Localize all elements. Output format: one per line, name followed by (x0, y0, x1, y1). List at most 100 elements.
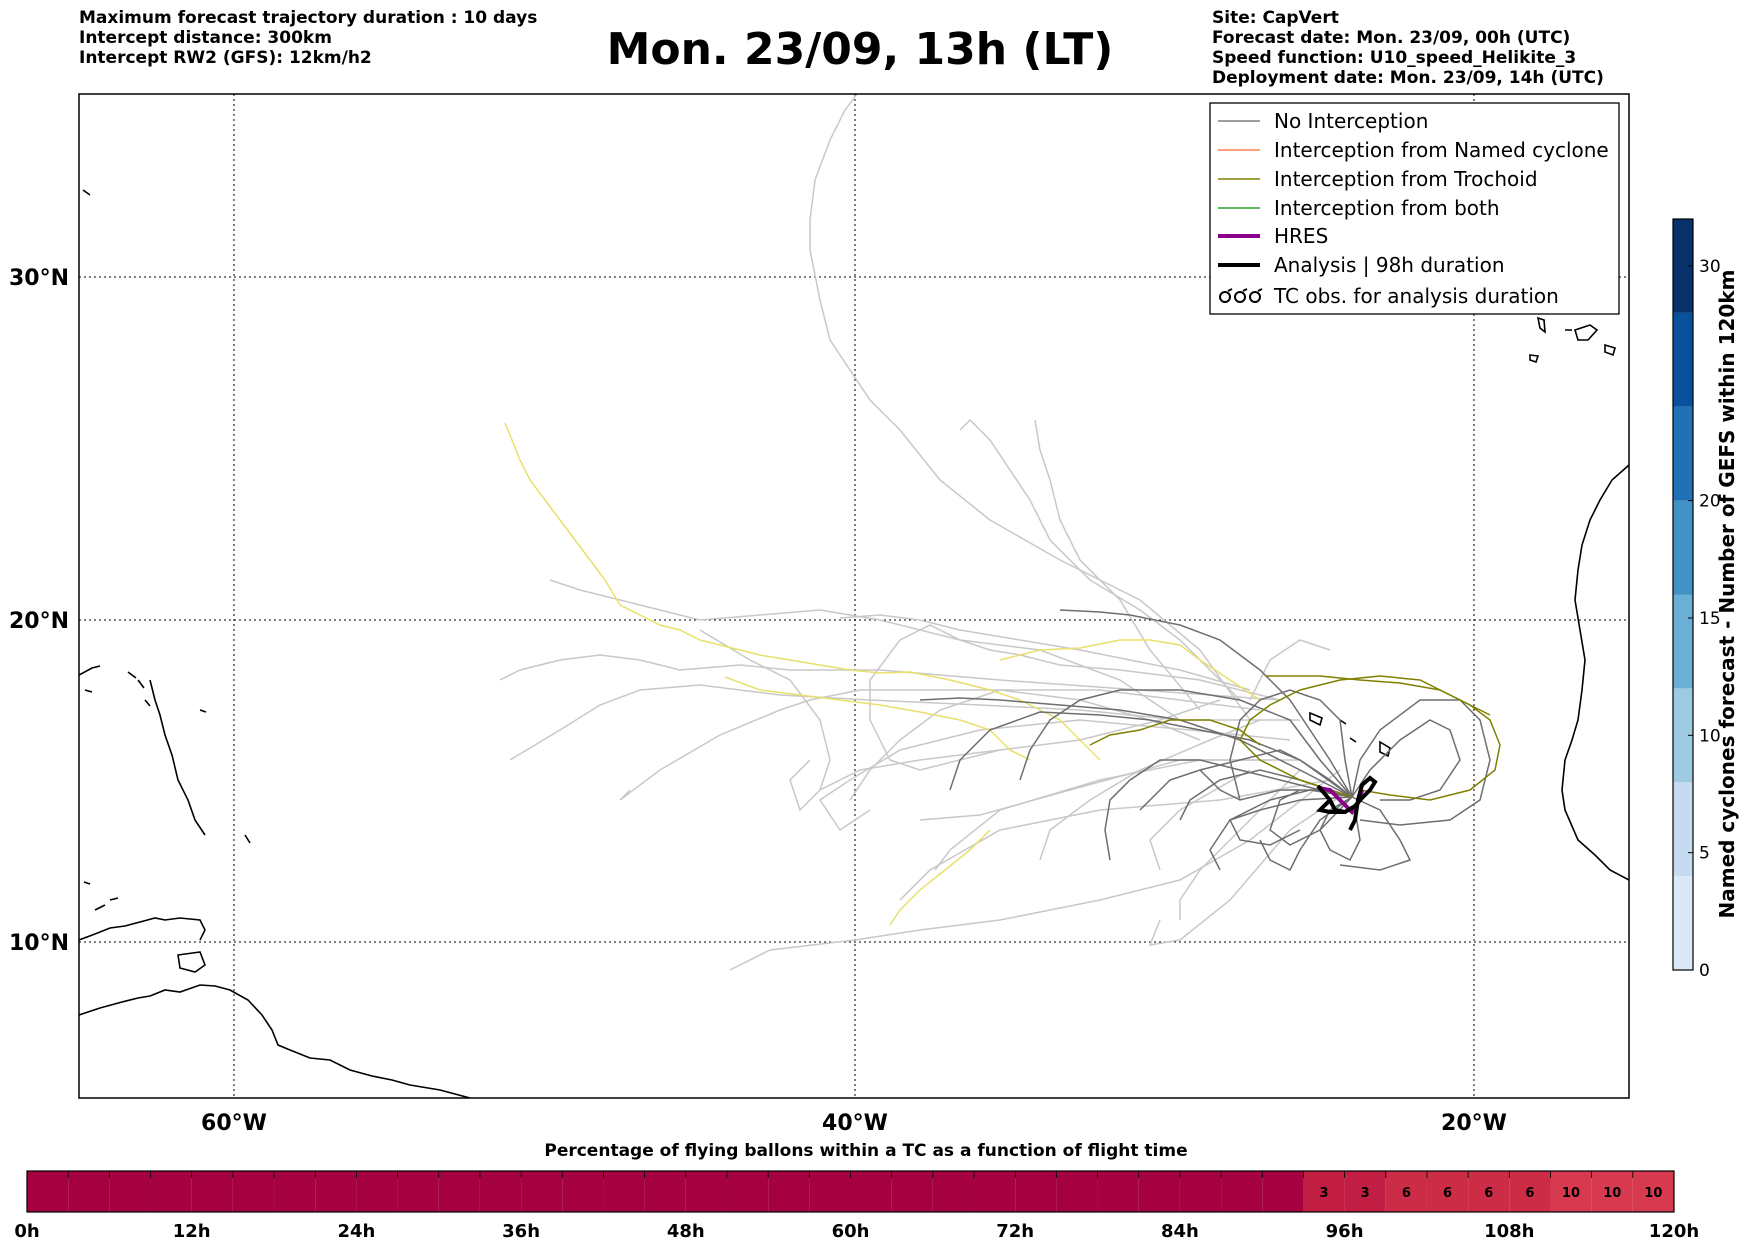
colorbar-tick-label: 5 (1699, 844, 1710, 864)
time-bar-cell (397, 1171, 439, 1212)
time-bar-cell (1385, 1171, 1427, 1212)
time-bar-cell (1344, 1171, 1386, 1212)
time-bar-cell-label: 10 (1603, 1186, 1621, 1201)
time-bar-cell (274, 1171, 316, 1212)
colorbar-tick-label: 20 (1699, 492, 1721, 512)
header-info-left: Maximum forecast trajectory duration : 1… (79, 8, 537, 68)
time-bar-cell (232, 1171, 275, 1212)
africa-coast (1561, 464, 1629, 881)
time-bar-tick-label: 24h (337, 1221, 375, 1241)
colorbar-band (1673, 312, 1693, 407)
time-bar-cell (1303, 1171, 1345, 1212)
cabo-verde-islands (1309, 711, 1391, 758)
colorbar-tick-label: 15 (1699, 609, 1721, 629)
site-text: Site: CapVert (1212, 8, 1339, 28)
time-bar: Percentage of flying ballons within a TC… (14, 1141, 1699, 1241)
colorbar-band (1673, 688, 1693, 783)
colorbar-band (1673, 876, 1693, 970)
colorbar-band (1673, 219, 1693, 313)
time-bar-cell (27, 1171, 69, 1212)
trinidad-outline (177, 951, 206, 973)
legend-label-tc-obs: TC obs. for analysis duration (1273, 284, 1559, 308)
time-bar-cell-label: 6 (1525, 1186, 1534, 1201)
yellow-tracks (504, 422, 1261, 926)
time-bar-cell (479, 1171, 522, 1212)
lat-label-30n: 30°N (9, 266, 69, 291)
deployment-date-text: Deployment date: Mon. 23/09, 14h (UTC) (1212, 68, 1604, 88)
time-bar-cell (356, 1171, 398, 1212)
time-bar-cell (1138, 1171, 1180, 1212)
time-bar-cell-label: 6 (1402, 1186, 1411, 1201)
cyclone-colorbar: 0 5 10 15 20 30 Named cyclones forecast - Num… (1672, 218, 1739, 981)
lat-label-10n: 10°N (9, 931, 69, 956)
colorbar-band (1673, 782, 1693, 877)
time-bar-cell-label: 3 (1361, 1186, 1370, 1201)
colorbar-tick-label: 30 (1699, 257, 1721, 277)
time-bar-cell (603, 1171, 645, 1212)
time-bar-cell (1015, 1171, 1057, 1212)
time-bar-tick-label: 60h (832, 1221, 870, 1241)
time-bar-tick-label: 36h (502, 1221, 540, 1241)
madeira-island (82, 189, 91, 196)
time-bar-cell-label: 6 (1443, 1186, 1452, 1201)
cyclone-symbols-icon (1219, 288, 1263, 303)
intercept-rw2-text: Intercept RW2 (GFS): 12km/h2 (79, 48, 372, 68)
lon-label-60w: 60°W (201, 1111, 267, 1136)
colorbar-label: Named cyclones forecast - Number of GEFS… (1715, 270, 1739, 919)
time-bar-cell (809, 1171, 851, 1212)
time-bar-tick-label: 12h (173, 1221, 211, 1241)
no-interception-light-tracks (499, 94, 1351, 971)
time-bar-cell (438, 1171, 480, 1212)
legend-label-analysis: Analysis | 98h duration (1274, 253, 1505, 277)
time-bar-cell (1550, 1171, 1592, 1212)
canary-islands (1529, 316, 1616, 364)
time-bar-tick-label: 108h (1484, 1221, 1534, 1241)
time-bar-cell (1179, 1171, 1222, 1212)
legend-label-no-interception: No Interception (1274, 109, 1428, 133)
time-bar-cell (315, 1171, 357, 1212)
time-bar-tick-label: 72h (996, 1221, 1034, 1241)
time-bar-cell-label: 3 (1319, 1186, 1328, 1201)
forecast-date-text: Forecast date: Mon. 23/09, 00h (UTC) (1212, 28, 1571, 48)
time-bar-cell (1468, 1171, 1510, 1212)
lon-label-20w: 20°W (1441, 1111, 1507, 1136)
time-bar-cell (150, 1171, 192, 1212)
analysis-track (1315, 775, 1378, 831)
max-duration-text: Maximum forecast trajectory duration : 1… (79, 8, 538, 28)
time-bar-cell (850, 1171, 892, 1212)
time-bar-tick-label: 120h (1649, 1221, 1699, 1241)
legend-label-hres: HRES (1274, 224, 1328, 248)
time-bar-cell (644, 1171, 686, 1212)
time-bar-cell (562, 1171, 604, 1212)
time-bar-cell-label: 10 (1644, 1186, 1662, 1201)
intercept-distance-text: Intercept distance: 300km (79, 28, 332, 48)
time-bar-cell (768, 1171, 810, 1212)
time-bar-cell (191, 1171, 233, 1212)
time-bar-cell (1509, 1171, 1551, 1212)
legend-label-trochoid: Interception from Trochoid (1274, 167, 1538, 191)
coastlines (79, 189, 1629, 1098)
time-bar-cell (1426, 1171, 1469, 1212)
time-bar-cell (1097, 1171, 1139, 1212)
time-bar-cell (1056, 1171, 1098, 1212)
colorbar-band (1673, 500, 1693, 595)
time-bar-cell (685, 1171, 727, 1212)
time-bar-cell (932, 1171, 975, 1212)
time-bar-cell (1262, 1171, 1304, 1212)
time-bar-cell-label: 10 (1562, 1186, 1580, 1201)
time-bar-tick-label: 0h (14, 1221, 39, 1241)
speed-function-text: Speed function: U10_speed_Helikite_3 (1212, 48, 1577, 68)
colorbar-tick-label: 0 (1699, 961, 1710, 981)
colorbar-band (1673, 594, 1693, 689)
header-info-right: Site: CapVert Forecast date: Mon. 23/09,… (1212, 8, 1604, 88)
no-interception-dark-tracks (919, 609, 1491, 872)
time-bar-tick-label: 96h (1326, 1221, 1364, 1241)
time-bar-cell (1221, 1171, 1263, 1212)
time-bar-cell (1591, 1171, 1633, 1212)
time-bar-cell-label: 6 (1484, 1186, 1493, 1201)
venezuela-coast (79, 917, 206, 941)
lesser-antilles (149, 679, 251, 844)
legend: No Interception Interception from Named … (1209, 102, 1620, 315)
colorbar-tick-label: 10 (1699, 726, 1721, 746)
